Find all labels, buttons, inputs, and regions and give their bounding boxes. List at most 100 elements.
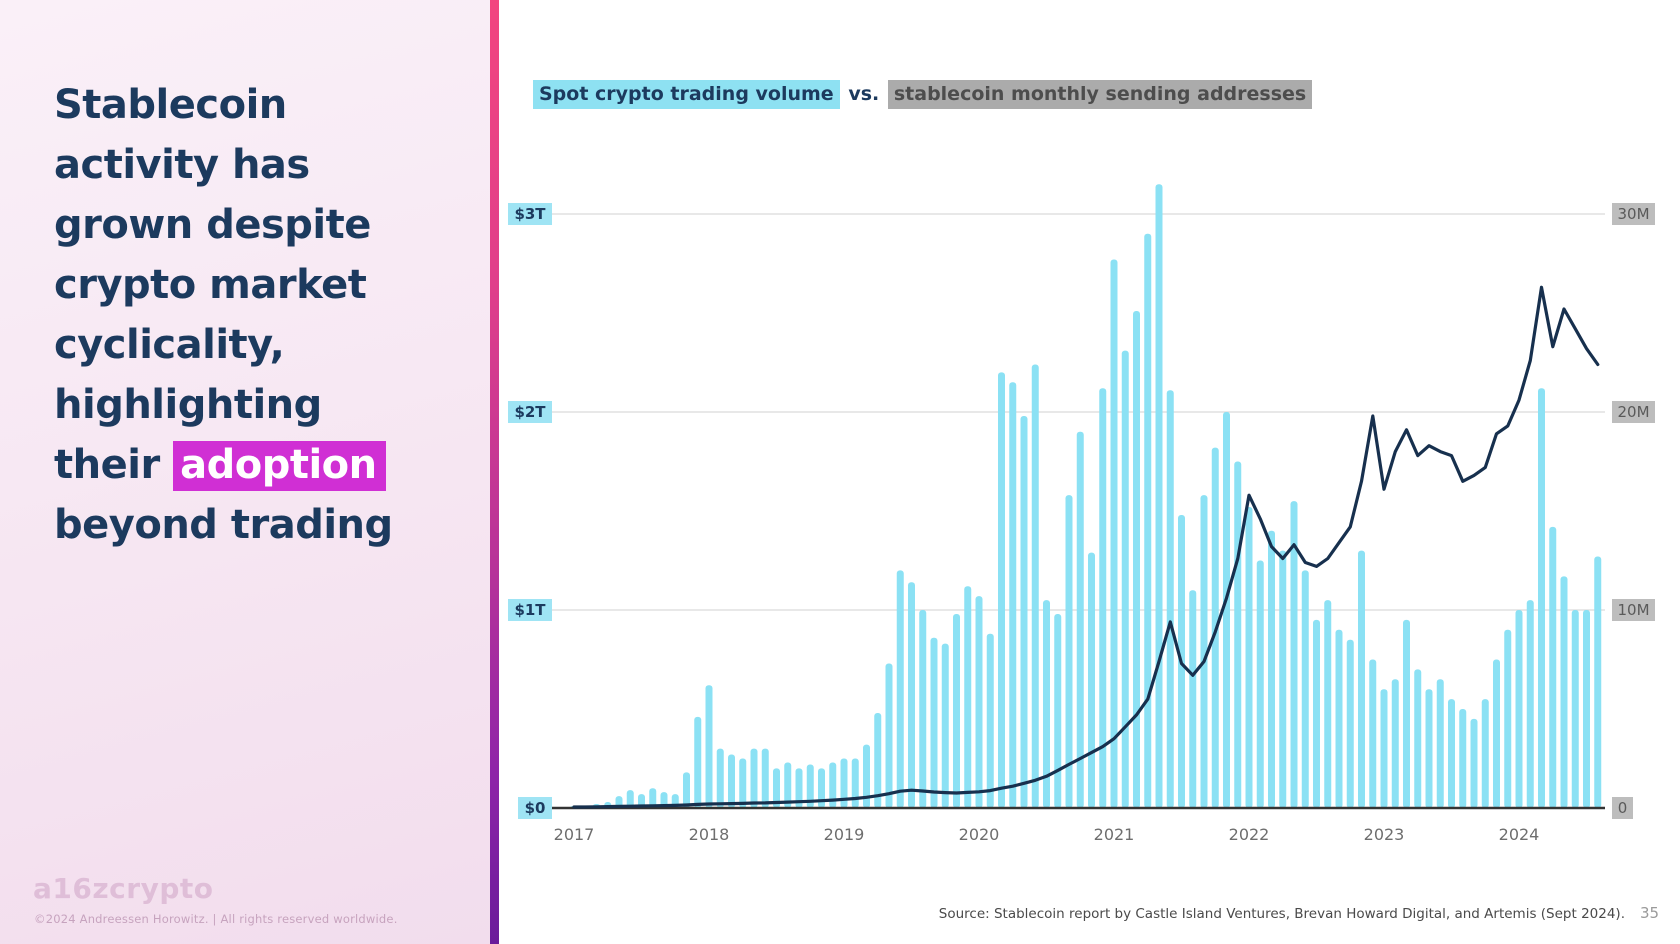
- volume-bar: [1504, 629, 1512, 808]
- x-axis-year-label: 2019: [824, 825, 865, 844]
- volume-bar: [1436, 679, 1444, 808]
- right-axis-tick-highlight: [1612, 797, 1633, 819]
- slide-title: Stablecoin activity has grown despite cr…: [54, 75, 399, 555]
- volume-bar: [1076, 431, 1084, 808]
- volume-bar: [1009, 382, 1017, 808]
- x-axis-year-label: 2017: [554, 825, 595, 844]
- volume-bar: [1133, 311, 1140, 808]
- volume-bar: [896, 570, 904, 808]
- left-axis-tick-label: $0: [525, 799, 546, 817]
- volume-bar: [964, 586, 972, 808]
- volume-bar: [1459, 709, 1467, 808]
- volume-bar: [1448, 699, 1455, 808]
- volume-bar: [1425, 689, 1433, 808]
- gradient-divider: [490, 0, 499, 944]
- x-axis-year-label: 2022: [1229, 825, 1270, 844]
- volume-bar: [1346, 639, 1354, 808]
- volume-bar: [885, 663, 893, 808]
- volume-bar: [1594, 556, 1602, 808]
- volume-bar: [1020, 415, 1028, 808]
- volume-bar: [1414, 669, 1422, 808]
- volume-bar: [1166, 390, 1174, 808]
- dual-axis-chart: $0 $1T $2T $3T 0 10M 20M 30M 2017 2018 2019 2020 202…: [500, 150, 1680, 870]
- right-axis-tick-label: 0: [1618, 799, 1628, 817]
- right-axis-tick-highlight: [1612, 599, 1655, 621]
- volume-bar: [806, 764, 814, 808]
- volume-bar: [818, 768, 825, 808]
- volume-bar: [919, 610, 927, 808]
- volume-bar: [829, 762, 837, 808]
- source-citation: Source: Stablecoin report by Castle Isla…: [938, 906, 1625, 922]
- volume-bar: [1234, 461, 1242, 808]
- volume-bar: [1380, 689, 1388, 808]
- right-axis-tick-highlight: [1612, 401, 1655, 423]
- volume-bar: [683, 772, 690, 808]
- volume-bar: [739, 758, 747, 808]
- right-axis-tick-label: 20M: [1617, 403, 1649, 421]
- left-axis-tick-highlight: [518, 797, 552, 819]
- volume-bar: [1538, 388, 1545, 808]
- x-axis-year-label: 2024: [1499, 825, 1540, 844]
- right-axis-tick-highlight: [1612, 203, 1655, 225]
- volume-bar: [1031, 364, 1039, 808]
- x-axis-year-label: 2020: [959, 825, 1000, 844]
- left-axis-tick-highlight: [508, 599, 552, 621]
- volume-bar: [716, 748, 724, 808]
- volume-bar: [626, 790, 634, 808]
- volume-bar: [953, 613, 960, 808]
- x-axis-year-label: 2023: [1364, 825, 1405, 844]
- chart-canvas: $0 $1T $2T $3T 0 10M 20M 30M 2017 2018 2019 2020 202…: [508, 184, 1655, 844]
- volume-bar: [1279, 550, 1287, 808]
- volume-bar: [1571, 610, 1579, 808]
- volume-bar: [761, 748, 769, 808]
- chart-title-addresses-label: stablecoin monthly sending addresses: [887, 80, 1313, 109]
- chart-title-volume-label: Spot crypto trading volume: [533, 80, 840, 109]
- volume-bar: [1256, 560, 1264, 808]
- volume-bar: [840, 758, 848, 808]
- volume-bar: [1391, 679, 1399, 808]
- left-axis-tick-label: $3T: [514, 205, 546, 223]
- x-axis-year-label: 2018: [689, 825, 730, 844]
- volume-bar: [1189, 590, 1197, 808]
- volume-bar: [1493, 659, 1500, 808]
- volume-bar: [1054, 613, 1062, 808]
- volume-bar: [1369, 659, 1377, 808]
- volume-bar: [1481, 699, 1489, 808]
- volume-bar: [908, 582, 915, 808]
- volume-bar: [1144, 233, 1152, 809]
- volume-bar: [1110, 259, 1118, 808]
- volume-bar: [1515, 610, 1523, 808]
- volume-bar: [863, 744, 870, 808]
- volume-bar: [986, 633, 994, 808]
- volume-bar: [750, 748, 758, 808]
- volume-bar: [1470, 718, 1478, 808]
- volume-bar: [874, 712, 882, 808]
- left-axis-tick-label: $2T: [514, 403, 546, 421]
- volume-bar: [1583, 610, 1590, 808]
- left-axis-tick-highlight: [508, 401, 552, 423]
- volume-bar: [1268, 530, 1275, 808]
- left-axis-tick-label: $1T: [514, 601, 546, 619]
- left-axis-tick-highlight: [508, 203, 552, 225]
- volume-bar: [773, 768, 780, 808]
- volume-bar: [728, 754, 735, 808]
- volume-bar: [1335, 629, 1343, 808]
- volume-bar: [1121, 350, 1129, 808]
- volume-bar: [1560, 576, 1568, 808]
- slide-title-text: Stablecoin activity has grown despite cr…: [54, 81, 371, 488]
- left-panel: Stablecoin activity has grown despite cr…: [0, 0, 490, 944]
- volume-bar: [1358, 550, 1365, 808]
- volume-bar: [1301, 570, 1309, 808]
- addresses-line: [572, 285, 1600, 809]
- volume-bar: [1290, 501, 1298, 808]
- volume-bar: [941, 643, 949, 808]
- right-axis-tick-label: 30M: [1617, 205, 1649, 223]
- volume-bar: [1526, 600, 1534, 808]
- volume-bar: [1065, 495, 1073, 808]
- volume-bar: [694, 716, 702, 808]
- a16zcrypto-logo: a16zcrypto: [33, 872, 214, 905]
- volume-bar: [705, 685, 713, 808]
- volume-bar: [998, 372, 1005, 808]
- volume-bar: [1245, 507, 1253, 808]
